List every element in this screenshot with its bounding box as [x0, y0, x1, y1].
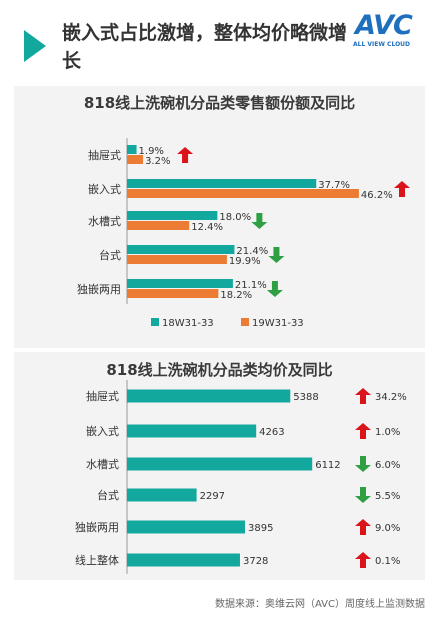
price-yoy-label-dual-use: 9.0%: [375, 523, 400, 534]
legend-swatch-19: [241, 318, 249, 326]
share-value-label-countertop-18: 21.4%: [236, 246, 268, 257]
price-bar-countertop: [127, 488, 197, 502]
logo-text: AVC: [355, 10, 413, 41]
price-value-label-dual-use: 3895: [248, 523, 273, 534]
page-title: 嵌入式占比激增，整体均价略微增长: [62, 22, 348, 72]
price-bar-overall: [127, 553, 240, 567]
share-category-label-drawer: 抽屉式: [88, 148, 121, 162]
share-bar-built-in-18: [127, 179, 317, 188]
price-yoy-label-sink: 6.0%: [375, 460, 400, 471]
price-category-label-overall: 线上整体: [75, 553, 119, 567]
price-yoy-arrow-built-in-up-shape: [355, 423, 371, 439]
share-bar-built-in-19: [127, 189, 359, 198]
share-chart: 抽屉式 1.9%3.2% 嵌入式 37.7% 46.2% 水槽式 18.0%12.4% 台式 2…: [77, 138, 410, 329]
price-yoy-arrow-countertop-down: [355, 487, 371, 503]
share-bar-dual-use-19: [127, 289, 219, 298]
share-bar-dual-use-18: [127, 279, 233, 288]
share-trend-arrow-countertop-down-shape: [268, 247, 285, 263]
price-yoy-arrow-sink-down-shape: [355, 456, 371, 472]
legend-label-18: 18W31-33: [162, 318, 214, 329]
price-yoy-arrow-built-in-up: [355, 423, 371, 439]
title-triangle-marker: [24, 30, 46, 62]
price-chart: 抽屉式 5388 34.2% 嵌入式 4263 1.0% 水槽式 6112 6.0% 台式 2297…: [75, 380, 407, 574]
share-value-label-drawer-18: 1.9%: [139, 146, 164, 157]
share-trend-arrow-drawer-up-shape: [177, 147, 194, 163]
share-trend-arrow-sink-down: [251, 213, 268, 229]
price-yoy-arrow-drawer-up: [355, 388, 371, 404]
price-yoy-label-countertop: 5.5%: [375, 491, 400, 502]
share-bar-drawer-19: [127, 155, 144, 164]
share-bar-countertop-18: [127, 245, 235, 254]
share-value-label-built-in-19: 46.2%: [361, 190, 393, 201]
price-value-label-drawer: 5388: [293, 392, 318, 403]
logo-tagline: ALL VIEW CLOUD: [353, 41, 411, 48]
price-bar-drawer: [127, 389, 291, 403]
share-category-label-countertop: 台式: [99, 248, 121, 262]
share-trend-arrow-countertop-down: [268, 247, 285, 263]
share-value-label-dual-use-18: 21.1%: [235, 280, 267, 291]
price-yoy-arrow-drawer-up-shape: [355, 388, 371, 404]
price-yoy-label-built-in: 1.0%: [375, 427, 400, 438]
share-category-label-dual-use: 独嵌两用: [77, 283, 121, 296]
price-value-label-countertop: 2297: [200, 491, 225, 502]
price-category-label-dual-use: 独嵌两用: [75, 521, 119, 534]
share-trend-arrow-dual-use-down: [266, 281, 283, 297]
share-value-label-drawer-19: 3.2%: [145, 156, 170, 167]
price-category-label-sink: 水槽式: [86, 458, 119, 471]
price-bar-built-in: [127, 424, 257, 438]
share-bar-sink-18: [127, 211, 218, 220]
price-yoy-arrow-countertop-down-shape: [355, 487, 371, 503]
avc-logo: AVC ALL VIEW CLOUD: [353, 11, 431, 51]
share-trend-arrow-sink-down-shape: [251, 213, 268, 229]
header: 嵌入式占比激增，整体均价略微增长 AVC ALL VIEW CLOUD: [0, 0, 439, 86]
price-bar-dual-use: [127, 520, 246, 534]
price-yoy-arrow-dual-use-up-shape: [355, 519, 371, 535]
price-bar-sink: [127, 457, 313, 471]
price-yoy-arrow-overall-up: [355, 552, 371, 568]
share-value-label-dual-use-19: 18.2%: [220, 290, 252, 301]
share-value-label-countertop-19: 19.9%: [229, 256, 261, 267]
share-trend-arrow-built-in-up: [394, 181, 410, 197]
share-value-label-built-in-18: 37.7%: [318, 180, 350, 191]
share-bar-drawer-18: [127, 145, 137, 154]
price-chart-title: 818线上洗碗机分品类均价及同比: [106, 361, 333, 379]
price-yoy-arrow-sink-down: [355, 456, 371, 472]
price-category-label-countertop: 台式: [97, 488, 119, 502]
legend-swatch-18: [151, 318, 159, 326]
legend-label-19: 19W31-33: [252, 318, 304, 329]
price-yoy-label-drawer: 34.2%: [375, 392, 407, 403]
share-chart-title: 818线上洗碗机分品类零售额份额及同比: [83, 94, 356, 112]
price-category-label-built-in: 嵌入式: [86, 425, 119, 438]
share-chart-panel: 818线上洗碗机分品类零售额份额及同比 抽屉式 1.9% 3.2% 嵌入式 37.7% 4…: [14, 86, 425, 348]
price-chart-panel: 818线上洗碗机分品类均价及同比 抽屉式 5388 34.2% 嵌入式 4263 1.0%…: [14, 352, 425, 580]
price-yoy-label-overall: 0.1%: [375, 556, 400, 567]
price-value-label-built-in: 4263: [259, 427, 284, 438]
price-yoy-arrow-overall-up-shape: [355, 552, 371, 568]
share-category-label-sink: 水槽式: [88, 215, 121, 228]
price-yoy-arrow-dual-use-up: [355, 519, 371, 535]
price-category-label-drawer: 抽屉式: [86, 389, 119, 403]
share-bar-countertop-19: [127, 255, 227, 264]
price-value-label-overall: 3728: [243, 556, 268, 567]
share-trend-arrow-dual-use-down-shape: [266, 281, 283, 297]
share-trend-arrow-drawer-up: [177, 147, 194, 163]
share-category-label-built-in: 嵌入式: [88, 183, 121, 196]
share-bar-sink-19: [127, 221, 190, 230]
share-trend-arrow-built-in-up-shape: [394, 181, 410, 197]
share-value-label-sink-19: 12.4%: [191, 222, 223, 233]
data-source-note: 数据来源：奥维云网（AVC）周度线上监测数据: [214, 599, 425, 610]
share-value-label-sink-18: 18.0%: [219, 212, 251, 223]
price-value-label-sink: 6112: [315, 460, 340, 471]
